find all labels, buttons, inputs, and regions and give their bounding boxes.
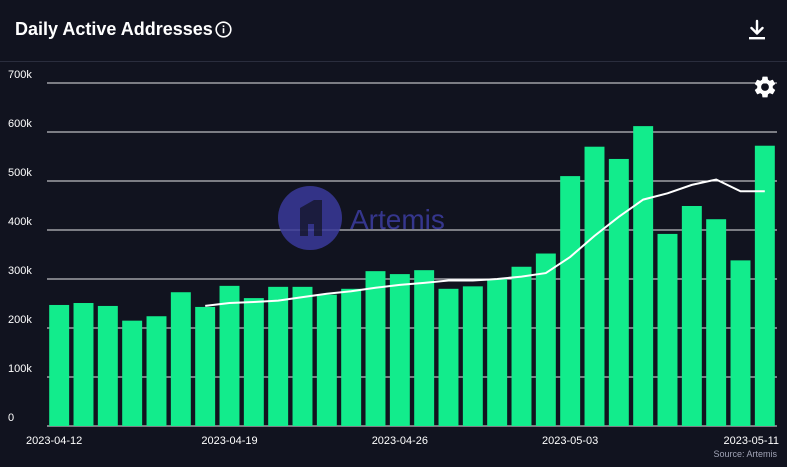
- bar: [219, 285, 240, 426]
- x-tick-label: 2023-04-26: [372, 435, 428, 447]
- bar: [681, 205, 702, 426]
- bar: [146, 316, 167, 426]
- y-tick-label: 700k: [8, 69, 32, 81]
- download-icon[interactable]: [745, 18, 769, 42]
- bar: [754, 145, 775, 426]
- bar: [584, 146, 605, 426]
- bar: [292, 286, 313, 426]
- x-tick-label: 2023-04-19: [201, 435, 257, 447]
- bar: [341, 288, 362, 426]
- source-label: Source: Artemis: [713, 449, 777, 459]
- bar: [608, 158, 629, 426]
- y-tick-label: 400k: [8, 216, 32, 228]
- bar: [170, 292, 191, 426]
- bar: [535, 253, 556, 426]
- bar: [122, 320, 143, 426]
- bar: [438, 288, 459, 426]
- bar: [73, 303, 94, 426]
- bar: [268, 286, 289, 426]
- bar: [97, 305, 118, 426]
- chart-title: Daily Active Addresses: [15, 19, 213, 39]
- bar: [49, 304, 70, 426]
- y-tick-label: 300k: [8, 265, 32, 277]
- y-tick-label: 500k: [8, 167, 32, 179]
- y-tick-label: 600k: [8, 118, 32, 130]
- bar: [243, 298, 264, 426]
- bar: [316, 294, 337, 426]
- bar: [730, 260, 751, 426]
- bar: [560, 176, 581, 426]
- bar: [633, 126, 654, 427]
- bar: [511, 266, 532, 426]
- chart-header: Daily Active Addresses: [0, 0, 787, 62]
- info-circle-icon[interactable]: [215, 21, 232, 38]
- x-tick-label: 2023-04-12: [26, 435, 82, 447]
- gear-icon[interactable]: [752, 74, 778, 100]
- moving-average-line: [205, 178, 765, 307]
- watermark-text: Artemis: [350, 204, 445, 235]
- y-tick-label: 100k: [8, 363, 32, 375]
- bar: [487, 279, 508, 426]
- y-tick-label: 200k: [8, 314, 32, 326]
- bar: [389, 274, 410, 426]
- x-tick-label: 2023-05-11: [724, 435, 779, 447]
- x-tick-label: 2023-05-03: [542, 435, 598, 447]
- watermark-logo-mark: [300, 200, 322, 236]
- bar: [365, 271, 386, 426]
- bar: [462, 286, 483, 426]
- bar: [414, 270, 435, 426]
- bar: [195, 306, 216, 426]
- bar: [657, 233, 678, 426]
- bar: [706, 219, 727, 426]
- y-tick-label: 0: [8, 412, 14, 424]
